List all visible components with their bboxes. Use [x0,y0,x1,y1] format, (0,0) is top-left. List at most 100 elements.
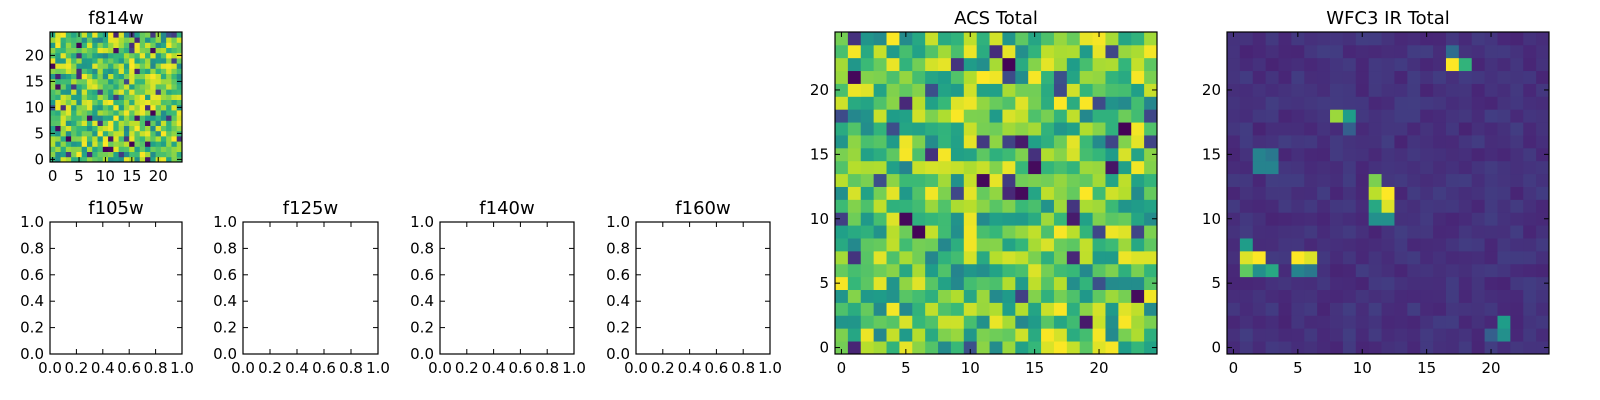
heatmap-cell [92,99,98,106]
heatmap-cell [55,120,61,126]
subplot: 0.0 0.2 0.4 0.6 0.8 1.00.00.20.40.60.81.0f140… [410,198,586,377]
heatmap-cell [912,70,926,84]
heatmap-cell [86,156,93,163]
heatmap-cell [1118,44,1132,59]
heatmap-cell [86,42,93,48]
heatmap-cell [1131,70,1145,84]
heatmap-cell [150,89,156,95]
heatmap-cell [71,37,77,43]
heatmap-cell [1497,135,1511,149]
heatmap-cell [847,83,862,97]
heatmap-cell [1265,289,1279,303]
heatmap-cell [1105,289,1119,303]
heatmap-cell [1105,122,1119,136]
heatmap-cell [1144,70,1158,84]
heatmap-cell [1239,328,1254,342]
heatmap-cell [123,63,130,69]
heatmap-cell [925,96,939,110]
heatmap-cell [1028,186,1042,200]
heatmap-cell [1291,225,1305,239]
heatmap-cell [1015,109,1029,123]
heatmap-cell [1458,199,1473,213]
heatmap-cell [912,250,926,265]
heatmap-cell [1342,238,1357,252]
heatmap-cell [108,151,114,158]
heatmap-cell [1239,250,1254,265]
heatmap-cell [1105,341,1119,355]
heatmap-cell [81,84,88,90]
heatmap-cell [1445,302,1460,316]
heatmap-cell [1484,199,1498,213]
heatmap-cell [108,58,114,64]
heatmap-cell [1510,96,1524,110]
heatmap-cell [989,109,1003,123]
heatmap-cell [976,160,990,175]
heatmap-cell [847,212,862,226]
heatmap-cell [925,341,939,355]
heatmap-cell [1304,276,1318,290]
heatmap-cell [1523,70,1537,84]
heatmap-cell [102,125,109,132]
heatmap-cell [938,289,952,303]
heatmap-cell [81,73,88,80]
heatmap-cell [912,289,926,303]
heatmap-cell [71,115,77,121]
heatmap-cell [873,160,887,175]
heatmap-cell [1041,32,1055,46]
heatmap-cell [912,328,926,342]
heatmap-cell [1304,147,1318,162]
heatmap-cell [1291,302,1305,316]
heatmap-cell [108,110,114,116]
heatmap-cell [108,89,114,95]
heatmap-cell [1144,160,1158,175]
heatmap-cell [925,238,939,252]
heatmap-cell [1420,289,1434,303]
heatmap-cell [1381,328,1395,342]
heatmap-cell [134,68,141,74]
heatmap-cell [166,156,172,163]
heatmap-cell [1381,122,1395,136]
heatmap-cell [1239,160,1254,175]
heatmap-cell [1144,315,1158,329]
heatmap-cell [129,130,135,137]
heatmap-cell [1265,173,1279,187]
heatmap-cell [166,32,172,38]
heatmap-cell [166,68,172,74]
heatmap-cell [1510,57,1524,72]
heatmap-cell [1471,315,1485,329]
heatmap-cell [150,141,156,147]
heatmap-cell [1252,122,1267,136]
heatmap-cell [1304,238,1318,252]
heatmap-cell [989,186,1003,200]
heatmap-cell [1227,186,1241,200]
heatmap-cell [1265,238,1279,252]
heatmap-cell [1407,186,1421,200]
heatmap-cell [1510,238,1524,252]
heatmap-cell [97,115,104,121]
heatmap-cell [108,146,114,152]
heatmap-cell [123,104,130,111]
heatmap-cell [1445,263,1460,278]
heatmap-cell [1079,173,1093,187]
heatmap-cell [129,37,135,43]
heatmap-cell [1536,238,1550,252]
heatmap-cell [97,89,104,95]
heatmap-cell [1355,147,1370,162]
heatmap-cell [102,115,109,121]
heatmap-cell [860,135,875,149]
heatmap-cell [873,225,887,239]
heatmap-cell [1304,199,1318,213]
y-tick-label: 5 [819,274,829,292]
heatmap-cell [912,57,926,72]
heatmap-cell [1118,83,1132,97]
heatmap-cell [938,238,952,252]
heatmap-cell [97,42,104,48]
heatmap-cell [1015,225,1029,239]
subplot-title: f160w [675,198,730,219]
heatmap-cell [1394,109,1408,123]
heatmap-cell [1523,212,1537,226]
heatmap-cell [1304,83,1318,97]
heatmap-cell [860,302,875,316]
heatmap-cell [1330,57,1344,72]
